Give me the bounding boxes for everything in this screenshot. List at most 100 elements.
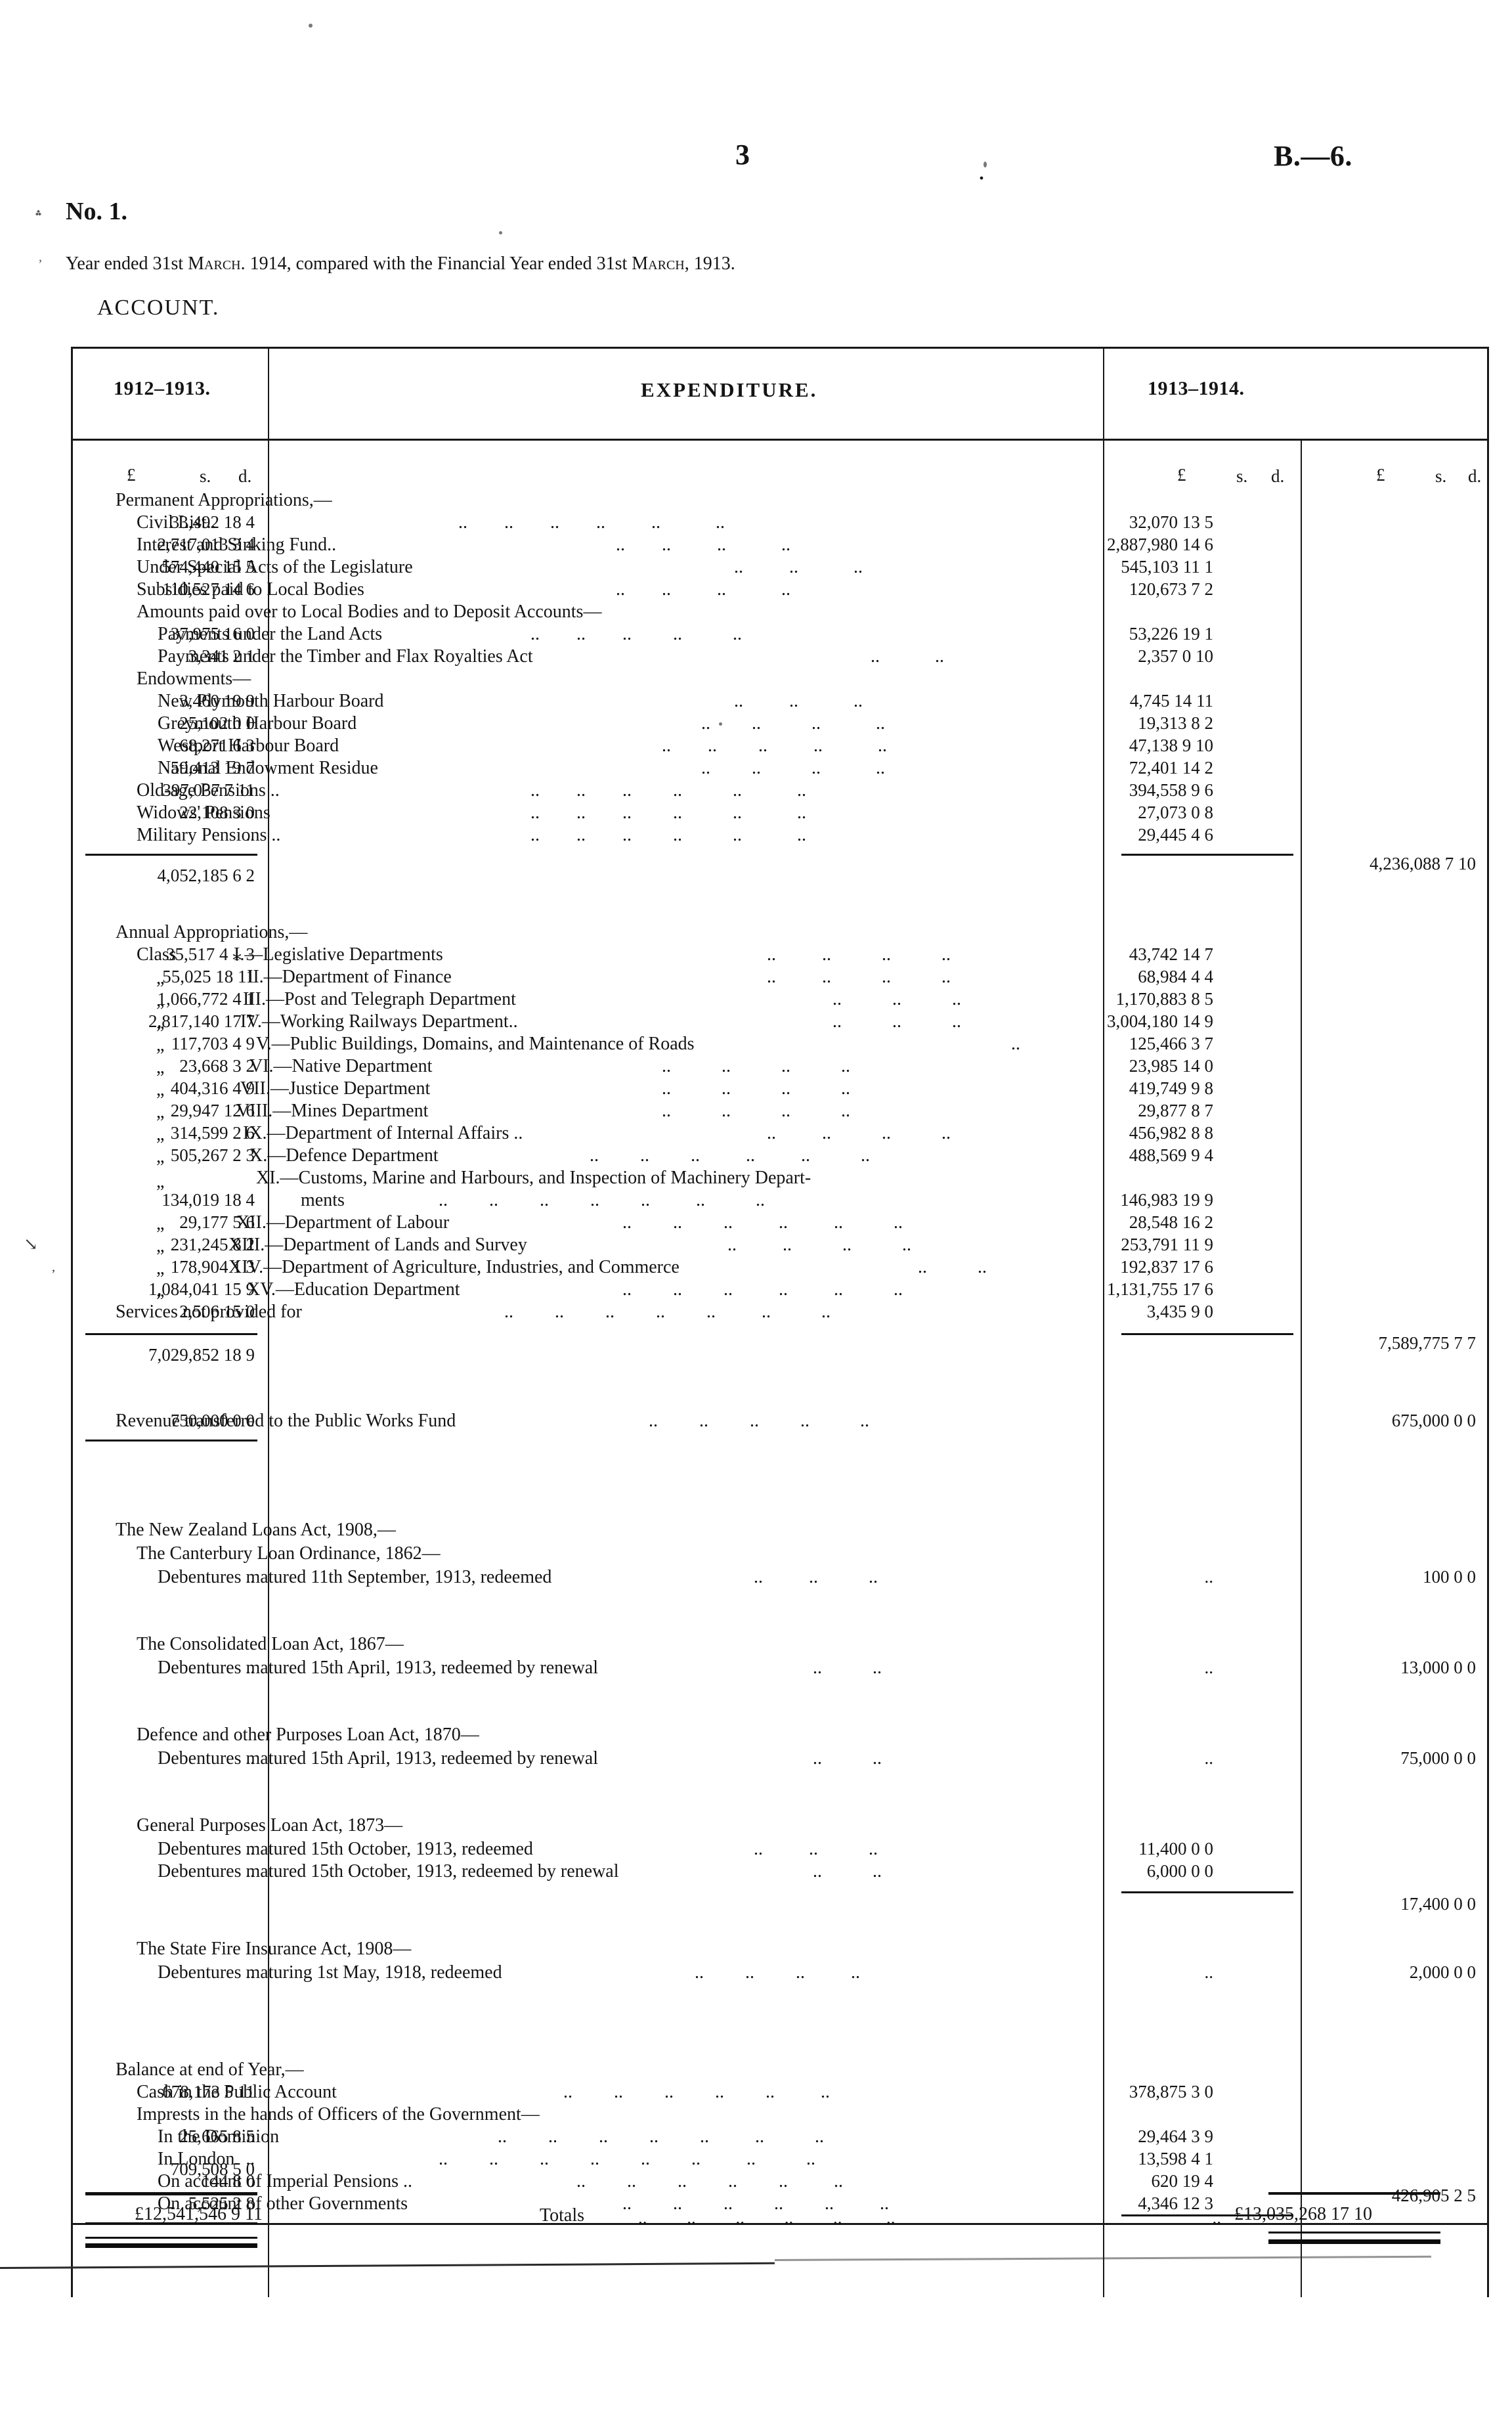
row-cur-amount: 72,401 14 2 xyxy=(1129,758,1213,778)
row-prev-amount: 574,440 15 5 xyxy=(162,557,255,577)
col-divider-left xyxy=(268,441,269,2223)
row-prev-amount: 2,817,140 17 7 xyxy=(148,1011,255,1031)
row-cur-amount: 53,226 19 1 xyxy=(1129,624,1213,644)
leader-dots: .. .. .. .. .. xyxy=(649,1411,869,1431)
leader-dots: .. .. .. .. xyxy=(662,1078,850,1099)
row-label: Payments under the Land Acts xyxy=(158,624,383,644)
loan-group-total: 100 0 0 xyxy=(1423,1567,1476,1587)
lsd-pence-total: d. xyxy=(1468,466,1482,486)
row-prev-amount: 29,177 5 6 xyxy=(179,1212,255,1232)
loan-line-cur: .. xyxy=(1204,1567,1214,1587)
loan-group-title: Defence and other Purposes Loan Act, 187… xyxy=(137,1725,479,1745)
row-label: Greymouth Harbour Board xyxy=(158,713,357,734)
row-prev-amount: 231,245 8 2 xyxy=(170,1235,255,1254)
row-cur-amount: 29,877 8 7 xyxy=(1138,1101,1213,1120)
leader-dots: .. .. .. xyxy=(734,691,863,711)
grand-total-rule-prev xyxy=(85,2192,257,2195)
class-label: II.—Department of Finance xyxy=(247,967,452,987)
leader-dots: .. .. xyxy=(813,1748,882,1769)
loan-group-total: 2,000 0 0 xyxy=(1409,1962,1476,1982)
section-number: No. 1. xyxy=(66,198,127,225)
row-prev-amount: 1,066,772 4 1 xyxy=(157,989,255,1009)
lsd-shillings-cur: s. xyxy=(1236,466,1248,486)
margin-mark-1: ؞ xyxy=(34,209,43,225)
loan-line-cur: .. xyxy=(1204,1658,1214,1677)
loan-line-prev: .. xyxy=(246,1567,255,1587)
leader-dots: .. xyxy=(1011,1034,1020,1054)
class-label: IV.—Working Railways Department.. xyxy=(240,1011,518,1032)
ditto-mark: „ xyxy=(156,1124,165,1145)
subtitle-month-2: March xyxy=(632,253,685,274)
grand-total-prev: £12,541,546 9 11 xyxy=(135,2204,263,2224)
lsd-shillings-total: s. xyxy=(1435,466,1447,486)
row-prev-amount: 144 8 0 xyxy=(202,2171,255,2191)
lsd-pounds-prev: £ xyxy=(127,465,136,485)
ditto-mark: „ xyxy=(156,1172,165,1192)
ditto-mark: „ xyxy=(156,1035,165,1055)
ditto-mark: „ xyxy=(156,1102,165,1122)
col-divider-left-top xyxy=(268,347,269,439)
section-total-cur: 4,236,088 7 10 xyxy=(1370,854,1476,873)
row-cur-amount: 192,837 17 6 xyxy=(1120,1257,1213,1277)
document-reference: B.—6. xyxy=(1274,140,1352,172)
row-cur-amount: 68,984 4 4 xyxy=(1138,967,1213,986)
row-cur-amount: 3,004,180 14 9 xyxy=(1107,1011,1213,1031)
balance-total-cur: 426,905 2 5 xyxy=(1391,2186,1476,2205)
row-cur-amount: 43,742 14 7 xyxy=(1129,944,1213,964)
account-heading: ACCOUNT. xyxy=(97,296,220,320)
row-prev-amount: 29,947 12 6 xyxy=(170,1101,255,1120)
leader-dots: .. .. .. .. .. .. xyxy=(622,2193,889,2214)
row-cur-amount: 545,103 11 1 xyxy=(1121,557,1213,577)
revenue-transfer-prev: 750,000 0 0 xyxy=(170,1411,255,1430)
expenditure-table-footer xyxy=(71,2186,1489,2297)
leader-dots: .. .. .. .. .. .. xyxy=(638,2208,896,2228)
row-cur-amount: 146,983 19 9 xyxy=(1120,1190,1213,1210)
col-divider-right-footer xyxy=(1103,2186,1104,2297)
table-border-right xyxy=(1487,347,1489,2225)
closing-rule-prev-thin xyxy=(85,2237,257,2239)
row-cur-amount: 4,745 14 11 xyxy=(1129,691,1213,711)
ditto-mark: „ xyxy=(156,1281,165,1301)
row-prev-amount: 134,019 18 4 xyxy=(162,1190,255,1210)
class-label: IX.—Department of Internal Affairs .. xyxy=(243,1123,523,1143)
leader-dots: .. .. .. .. .. .. xyxy=(458,512,725,533)
row-prev-amount: .. xyxy=(246,825,255,845)
row-cur-amount: 27,073 0 8 xyxy=(1138,803,1213,822)
row-prev-amount: 23,668 3 2 xyxy=(179,1056,255,1076)
leader-dots: .. .. .. .. xyxy=(616,535,790,555)
leader-dots: .. .. .. xyxy=(832,989,961,1009)
loan-line-label: Debentures matured 15th October, 1913, r… xyxy=(158,1839,533,1859)
subtitle-mid: . 1914, compared with the Financial Year… xyxy=(240,253,632,274)
row-prev-amount: 37,975 16 0 xyxy=(170,624,255,644)
loan-line-label: Debentures matured 11th September, 1913,… xyxy=(158,1567,552,1587)
closing-rule-cur-thin xyxy=(1268,2232,1440,2233)
subtotal-rule-cur xyxy=(1121,1333,1293,1335)
col-divider-left-footer xyxy=(268,2186,269,2297)
loan-group-total: 75,000 0 0 xyxy=(1400,1748,1476,1768)
leader-dots: .. .. .. .. .. .. xyxy=(563,2082,830,2102)
subtitle-pre: Year ended 31st xyxy=(66,253,188,274)
leader-dots: .. .. .. .. xyxy=(767,1123,951,1143)
leader-dots: .. .. .. .. .. .. .. .. xyxy=(439,2149,815,2169)
col-header-expenditure: EXPENDITURE. xyxy=(641,378,818,401)
row-prev-amount: 68,271 6 3 xyxy=(179,736,255,755)
section-total-cur: 7,589,775 7 7 xyxy=(1378,1333,1477,1353)
row-label: Cash in the Public Account xyxy=(137,2082,337,2102)
balance-total-prev: 709,508 5 0 xyxy=(170,2159,255,2179)
class-label-continuation: ments xyxy=(301,1190,345,1210)
row-cur-amount: 1,170,883 8 5 xyxy=(1115,989,1214,1009)
row-prev-amount: 22,108 3 0 xyxy=(179,803,255,822)
ditto-mark: „ xyxy=(156,990,165,1011)
row-label: Interest and Sinking Fund.. xyxy=(137,535,337,555)
row-cur-amount: 253,791 11 9 xyxy=(1121,1235,1213,1254)
loan-line-label: Debentures matured 15th April, 1913, red… xyxy=(158,1748,599,1769)
closing-rule-cur-thick xyxy=(1268,2239,1440,2244)
row-label: Military Pensions .. xyxy=(137,825,281,845)
loan-line-prev: .. xyxy=(246,1658,255,1677)
leader-dots: .. .. .. .. .. .. xyxy=(530,803,806,823)
loan-line-cur: 11,400 0 0 xyxy=(1138,1839,1213,1859)
section-heading-permanent: Permanent Appropriations,— xyxy=(116,490,332,510)
row-prev-amount: 33,492 18 4 xyxy=(170,512,255,532)
leader-dots: .. .. .. .. xyxy=(662,1056,850,1076)
